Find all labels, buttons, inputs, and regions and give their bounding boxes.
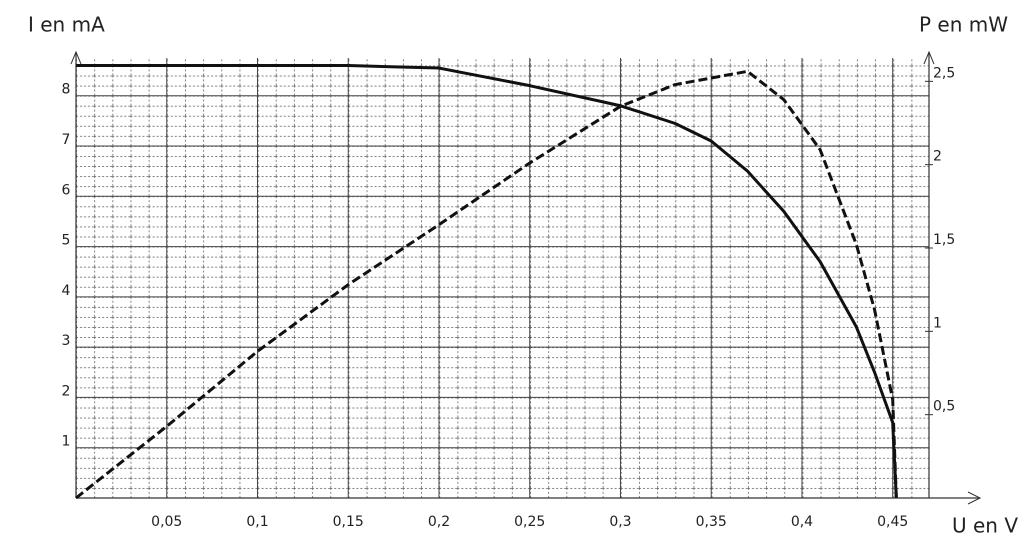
y2-tick-label: 0,5	[933, 399, 955, 415]
x-arrow	[967, 491, 982, 505]
x-tick-label: 0,3	[609, 514, 631, 530]
series-line	[76, 64, 898, 499]
y2-arrow	[923, 50, 935, 65]
x-tick-label: 0,4	[791, 514, 813, 530]
x-tick-label: 0,25	[514, 514, 545, 530]
y2-tick-label: 2,5	[933, 65, 955, 81]
x-tick-label: 0,35	[696, 514, 727, 530]
x-tick-label: 0,05	[151, 514, 182, 530]
x-tick-label: 0,45	[877, 514, 908, 530]
y-tick-label: 7	[62, 132, 71, 148]
minor-grid	[76, 58, 929, 498]
y2-tick-label: 1,5	[933, 232, 955, 248]
x-axis-label: U en V	[952, 514, 1018, 538]
y2-axis-label: P en mW	[919, 13, 1008, 37]
y-axis-label: I en mA	[28, 13, 105, 37]
y-tick-label: 2	[62, 383, 71, 399]
y-tick-label: 3	[62, 333, 71, 349]
series-line	[75, 69, 898, 500]
y-tick-label: 8	[62, 82, 71, 98]
x-tick-label: 0,15	[333, 514, 364, 530]
y-tick-label: 5	[62, 233, 71, 249]
y-arrow	[70, 50, 82, 65]
y2-tick-label: 2	[933, 149, 942, 165]
x-tick-label: 0,2	[428, 514, 450, 530]
y-tick-label: 4	[62, 283, 71, 299]
y2-tick-label: 1	[933, 315, 942, 331]
y-tick-label: 6	[62, 182, 71, 198]
y-tick-label: 1	[62, 434, 71, 450]
x-tick-label: 0,1	[246, 514, 268, 530]
